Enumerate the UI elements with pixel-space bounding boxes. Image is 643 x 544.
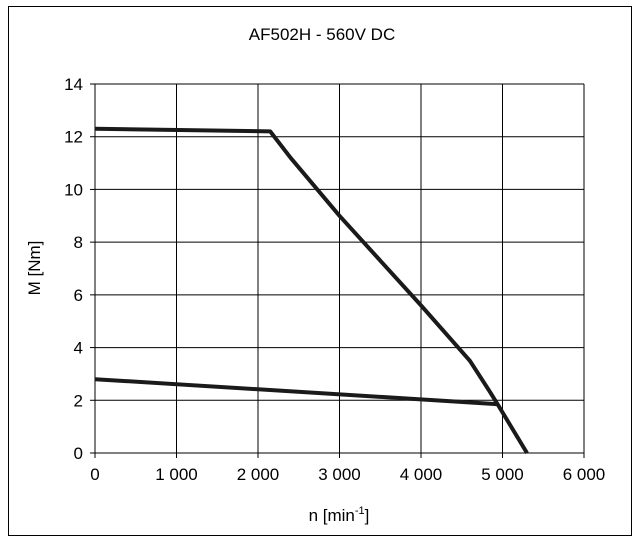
- y-tick-label: 6: [74, 286, 83, 305]
- y-tick-label: 14: [64, 75, 83, 94]
- chart-svg: AF502H - 560V DC 0 1 000 2 000 3 000 4 000 5 …: [25, 25, 605, 525]
- x-axis-label-suffix: ]: [365, 506, 370, 525]
- x-tick-label: 2 000: [237, 465, 280, 484]
- x-axis-label: n [min-1]: [309, 505, 370, 525]
- y-tick-label: 12: [64, 128, 83, 147]
- x-tick-label: 4 000: [400, 465, 443, 484]
- x-tick-label: 0: [90, 465, 99, 484]
- y-tick-label: 10: [64, 180, 83, 199]
- y-tick-label: 8: [74, 233, 83, 252]
- chart-title: AF502H - 560V DC: [249, 25, 395, 44]
- y-tick-label: 4: [74, 339, 83, 358]
- series-group: [94, 126, 529, 455]
- tick-labels: 0 1 000 2 000 3 000 4 000 5 000 6 000 0 2 4 6 8 10 12…: [64, 75, 605, 484]
- x-tick-label: 6 000: [563, 465, 606, 484]
- chart-frame: AF502H - 560V DC 0 1 000 2 000 3 000 4 000 5 …: [8, 6, 632, 536]
- x-tick-label: 5 000: [481, 465, 524, 484]
- y-axis-label: M [Nm]: [25, 241, 44, 296]
- series-line-1: [94, 126, 529, 455]
- y-tick-label: 0: [74, 444, 83, 463]
- x-axis-label-base: n [min: [309, 506, 355, 525]
- x-axis-label-superscript: -1: [355, 505, 365, 517]
- grid: [90, 83, 585, 458]
- x-tick-label: 3 000: [318, 465, 361, 484]
- y-tick-label: 2: [74, 391, 83, 410]
- series-line-2: [94, 377, 499, 407]
- x-tick-label: 1 000: [155, 465, 198, 484]
